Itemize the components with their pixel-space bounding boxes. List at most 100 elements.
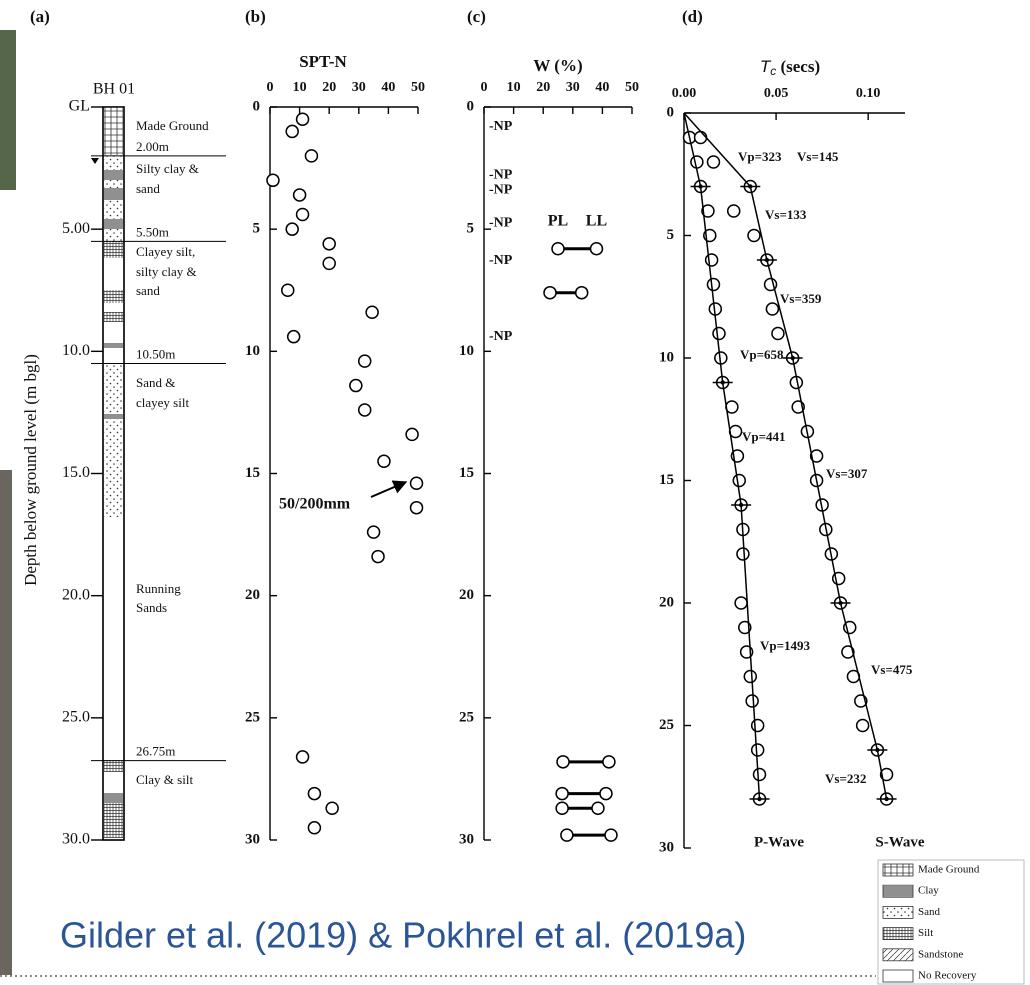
layer-description: Made Ground [136, 118, 209, 133]
wave-point [765, 302, 780, 316]
layer-description: Clay & silt [136, 772, 193, 787]
layer-description: Sand & [136, 375, 175, 390]
y-tick-label: 10 [659, 349, 674, 365]
wave-point [726, 204, 741, 218]
legend-label: Sand [918, 906, 941, 918]
y-tick-label: 10 [459, 343, 474, 359]
series-label: LL [586, 212, 607, 229]
spt-point [295, 750, 310, 764]
spt-point [295, 207, 310, 222]
y-tick-label: 25 [245, 709, 260, 725]
wave-point [750, 743, 765, 757]
fit-vertex-dot [790, 355, 795, 361]
spt-point [365, 305, 379, 319]
layer-description: silty clay & [136, 264, 197, 279]
spt-point [295, 112, 310, 126]
fit-vertex-dot [738, 502, 744, 508]
wave-point [771, 326, 785, 341]
column-pattern [104, 419, 123, 517]
velocity-label: Vs=475 [871, 662, 913, 677]
y-tick-label: 25.0 [62, 709, 90, 726]
np-label: -NP [489, 253, 513, 268]
wave-point [706, 277, 721, 292]
column-pattern [104, 343, 123, 348]
fit-vertex-dot [884, 796, 889, 802]
legend-swatch [882, 948, 914, 962]
layer-description: sand [136, 181, 160, 196]
spt-point [285, 222, 299, 236]
legend-label: Sandstone [918, 948, 963, 960]
column-pattern [104, 180, 123, 188]
column-pattern [104, 219, 123, 229]
spt-point [357, 354, 372, 368]
spt-point [292, 188, 307, 202]
fit-vertex-dot [838, 600, 843, 606]
wave-point [712, 326, 726, 341]
y-tick-label: 5.00 [62, 220, 90, 237]
fit-vertex-dot [748, 184, 753, 189]
spt-point [349, 378, 363, 393]
x-tick-label: 0.00 [672, 86, 697, 101]
wave-point [752, 767, 767, 782]
wave-point [879, 767, 894, 782]
column-pattern [104, 803, 123, 838]
ll-point [604, 828, 618, 842]
y-tick-label: 0 [667, 104, 675, 120]
velocity-label: Vs=145 [797, 149, 839, 164]
x-tick-label: 10 [507, 80, 521, 95]
boundary-label: 26.75m [136, 744, 175, 759]
y-tick-label: GL [69, 98, 90, 115]
np-label: -NP [489, 168, 513, 183]
velocity-label: Vp=658 [740, 347, 784, 362]
column-pattern [104, 155, 123, 170]
axis-title: Tc (secs) [760, 57, 820, 78]
x-tick-label: 50 [411, 80, 425, 95]
velocity-label: Vp=441 [742, 429, 786, 444]
y-tick-label: 5 [253, 221, 261, 237]
axis-title: SPT-N [299, 52, 347, 71]
x-tick-label: 30 [352, 80, 366, 95]
np-label: -NP [489, 329, 513, 344]
wave-point [693, 130, 708, 145]
photo-fragment [0, 470, 12, 975]
column-pattern [104, 107, 123, 155]
velocity-label: Vp=323 [738, 149, 782, 164]
legend-swatch [882, 863, 914, 877]
wave-point [701, 204, 715, 218]
y-tick-label: 30 [459, 831, 474, 847]
ll-point [591, 801, 605, 815]
ll-point [589, 241, 604, 256]
spt-point [409, 476, 424, 491]
wave-point [745, 694, 759, 708]
legend-swatch [882, 906, 914, 919]
y-tick-label: 30 [245, 831, 260, 847]
wave-point [738, 620, 752, 635]
y-tick-label: 5 [667, 227, 675, 243]
wave-point [690, 155, 704, 169]
column-pattern [104, 229, 123, 241]
velocity-label: Vs=232 [825, 771, 866, 786]
spt-point [266, 173, 280, 188]
axis-title: W (%) [533, 56, 582, 75]
y-tick-label: 15 [459, 465, 474, 481]
layer-description: Silty clay & [136, 161, 199, 176]
column-title: BH 01 [93, 81, 135, 98]
spt-point [357, 403, 372, 417]
velocity-label: Vp=1493 [760, 638, 811, 653]
spt-point [285, 124, 299, 139]
layer-description: Running [136, 581, 181, 596]
series-label: P-Wave [754, 834, 804, 850]
spt-point [307, 786, 322, 801]
wave-point [841, 645, 855, 659]
panel-label: (c) [467, 7, 486, 26]
column-pattern [104, 363, 123, 414]
ll-point [599, 786, 613, 801]
y-tick-label: 10 [245, 343, 260, 359]
x-tick-label: 0.10 [856, 86, 881, 101]
velocity-label: Vs=133 [765, 207, 807, 222]
pl-point [560, 828, 574, 842]
spt-point [371, 549, 385, 564]
column-pattern [104, 760, 123, 772]
y-tick-label: 10.0 [62, 342, 90, 359]
